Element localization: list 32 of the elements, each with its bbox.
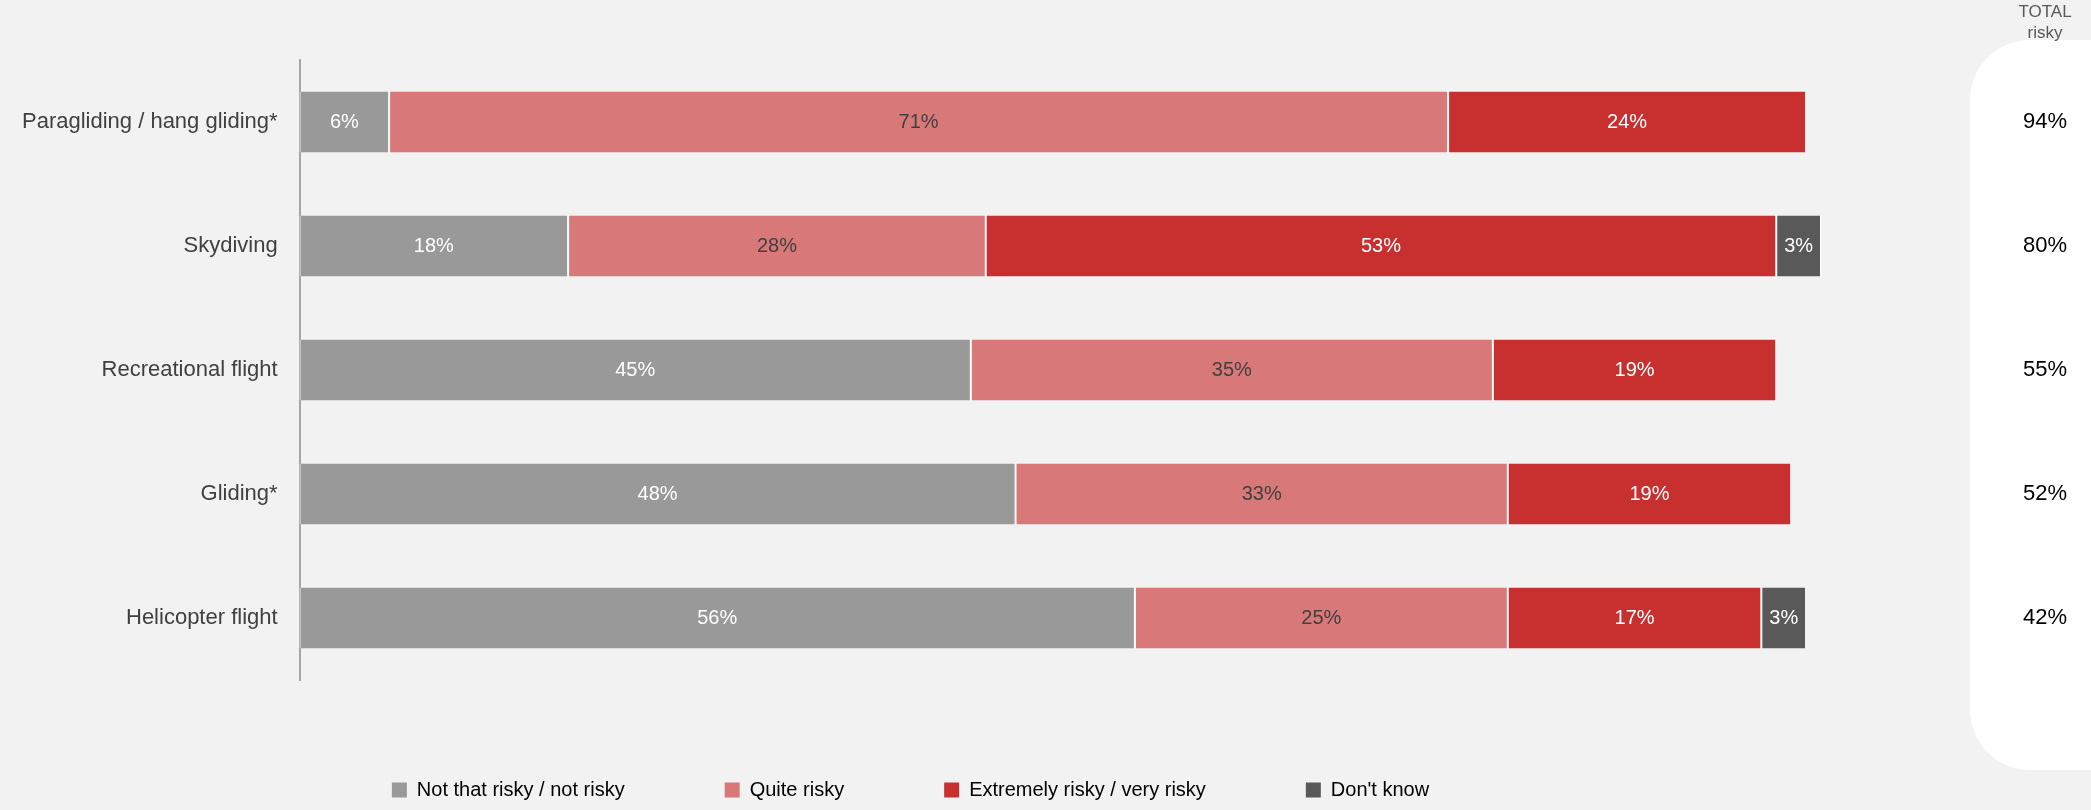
data-label: 53% xyxy=(1360,233,1402,256)
legend-label: Extremely risky / very risky xyxy=(969,777,1206,800)
text: 42% xyxy=(2022,604,2068,630)
text: 52% xyxy=(2022,480,2068,506)
data-label: 3% xyxy=(1784,233,1814,256)
y-tick-label: Gliding* xyxy=(200,480,279,506)
y-tick-label: Helicopter flight xyxy=(125,604,278,630)
data-label: 24% xyxy=(1607,109,1648,132)
legend-label: Don't know xyxy=(1330,777,1430,800)
data-label: 56% xyxy=(697,605,738,628)
text: 80% xyxy=(2022,232,2068,258)
data-label: 35% xyxy=(1211,357,1253,380)
data-label: 19% xyxy=(1629,481,1670,504)
data-label: 25% xyxy=(1301,605,1342,628)
data-label: 18% xyxy=(413,233,455,256)
data-label: 33% xyxy=(1241,481,1282,504)
data-label: 6% xyxy=(329,109,360,132)
legend-label: Not that risky / not risky xyxy=(416,777,625,800)
data-label: 28% xyxy=(756,233,798,256)
data-label: 17% xyxy=(1614,605,1655,628)
data-label: 71% xyxy=(898,109,939,132)
data-label: 45% xyxy=(615,357,656,380)
data-label: 19% xyxy=(1614,357,1655,380)
data-label: 3% xyxy=(1769,605,1799,628)
y-tick-label: Paragliding / hang gliding* xyxy=(21,108,279,134)
data-label: 48% xyxy=(637,481,678,504)
text: 94% xyxy=(2022,108,2068,134)
y-tick-label: Recreational flight xyxy=(101,356,278,382)
text: 55% xyxy=(2022,356,2068,382)
text: TOTAL risky xyxy=(2018,1,2072,42)
y-tick-label: Skydiving xyxy=(183,232,278,258)
legend-label: Quite risky xyxy=(749,777,845,800)
